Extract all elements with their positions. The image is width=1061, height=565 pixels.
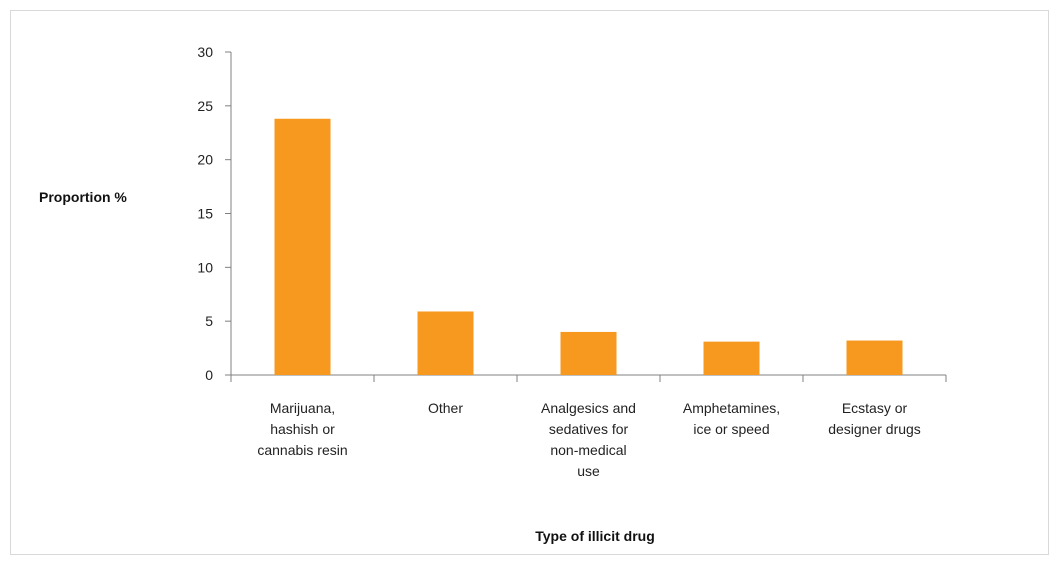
x-category-label-line: use <box>577 463 600 479</box>
bar <box>846 340 903 375</box>
x-axis-title: Type of illicit drug <box>535 528 655 544</box>
x-category-label-line: Amphetamines, <box>683 400 780 416</box>
x-category-label-line: cannabis resin <box>257 442 347 458</box>
y-tick-label: 15 <box>197 206 213 222</box>
y-tick-labels: 0 5 10 15 20 25 30 <box>197 44 213 383</box>
x-category-label-line: designer drugs <box>828 421 921 437</box>
y-tick-label: 0 <box>205 367 213 383</box>
x-category-label: Ecstasy or designer drugs <box>828 400 921 437</box>
x-category-label-line: Other <box>428 400 463 416</box>
y-tick-label: 5 <box>205 313 213 329</box>
bar <box>274 118 331 376</box>
x-category-label-line: ice or speed <box>693 421 769 437</box>
x-category-labels: Marijuana, hashish or cannabis resin Other A… <box>257 400 920 479</box>
bar <box>560 331 617 375</box>
y-tick-label: 25 <box>197 98 213 114</box>
chart-frame <box>10 10 1049 555</box>
x-category-label: Amphetamines, ice or speed <box>683 400 780 437</box>
x-category-label: Marijuana, hashish or cannabis resin <box>257 400 347 458</box>
bar <box>703 341 760 375</box>
y-tick-label: 20 <box>197 152 213 168</box>
x-category-label-line: sedatives for <box>549 421 629 437</box>
x-category-label: Other <box>428 400 463 416</box>
y-tick-label: 10 <box>197 259 213 275</box>
y-tick-label: 30 <box>197 44 213 60</box>
bars <box>274 118 903 376</box>
x-category-label-line: hashish or <box>270 421 335 437</box>
x-category-label: Analgesics and sedatives for non-medical us… <box>541 400 636 479</box>
x-category-label-line: non-medical <box>550 442 626 458</box>
bar <box>417 311 474 375</box>
x-category-label-line: Marijuana, <box>270 400 335 416</box>
x-category-label-line: Analgesics and <box>541 400 636 416</box>
x-category-label-line: Ecstasy or <box>842 400 908 416</box>
y-axis-title: Proportion % <box>39 189 127 205</box>
